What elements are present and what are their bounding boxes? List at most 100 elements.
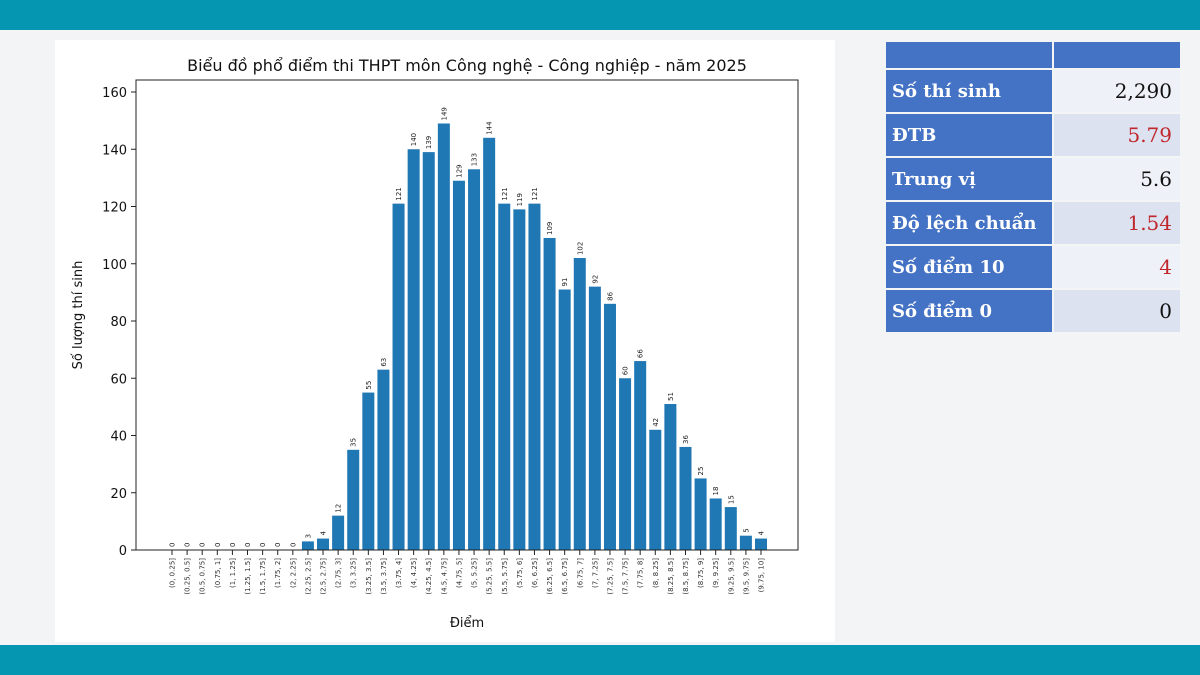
stats-table: Số thí sinh 2,290 ĐTB 5.79 Trung vị 5.6 Độ lệc… <box>886 42 1180 334</box>
stats-label: Số thí sinh <box>886 70 1052 112</box>
bar-value-label: 42 <box>652 418 660 427</box>
bar-value-label: 133 <box>471 153 479 166</box>
x-tick-label: (2.5, 2.75] <box>320 558 328 595</box>
bar-value-label: 121 <box>501 187 509 200</box>
bar-value-label: 63 <box>380 358 388 367</box>
bar <box>694 478 707 550</box>
x-tick-label: (0.25, 0.5] <box>184 558 192 595</box>
x-tick-label: (9, 9.25] <box>712 558 720 588</box>
bar-value-label: 0 <box>244 543 252 547</box>
bar <box>392 203 405 550</box>
bar <box>347 449 360 550</box>
x-tick-label: (4.75, 5] <box>455 558 463 588</box>
x-tick-label: (8.75, 9] <box>697 558 705 588</box>
bar-value-label: 144 <box>486 121 494 135</box>
bar-value-label: 0 <box>214 543 222 547</box>
bar <box>709 498 722 550</box>
bar-value-label: 35 <box>350 438 358 447</box>
x-tick-label: (2, 2.25] <box>289 558 297 588</box>
stats-header-label <box>886 42 1052 68</box>
top-banner <box>0 0 1200 30</box>
x-tick-label: (1, 1.25] <box>229 558 237 588</box>
stats-row: ĐTB 5.79 <box>886 114 1180 156</box>
bar <box>407 149 420 550</box>
bar <box>317 538 330 550</box>
x-tick-label: (8.25, 8.5] <box>667 558 675 595</box>
bar-value-label: 4 <box>758 531 766 536</box>
x-tick-label: (3.5, 3.75] <box>380 558 388 595</box>
y-tick-label: 80 <box>110 315 127 330</box>
bar-value-label: 15 <box>727 495 735 504</box>
stats-row: Số điểm 10 4 <box>886 246 1180 288</box>
bottom-banner <box>0 645 1200 675</box>
bar <box>498 203 511 550</box>
stats-label: ĐTB <box>886 114 1052 156</box>
y-axis-label: Số lượng thí sinh <box>71 261 86 370</box>
stats-row: Số thí sinh 2,290 <box>886 70 1180 112</box>
x-tick-label: (4.5, 4.75] <box>440 558 448 595</box>
y-tick-label: 120 <box>102 201 127 216</box>
bar-value-label: 0 <box>169 543 177 547</box>
bar-value-label: 60 <box>622 366 630 375</box>
stats-label: Độ lệch chuẩn <box>886 202 1052 244</box>
x-tick-label: (5.25, 5.5] <box>486 558 494 595</box>
x-tick-label: (1.75, 2] <box>274 558 282 588</box>
bar-value-label: 18 <box>712 487 720 496</box>
x-tick-label: (4.25, 4.5] <box>425 558 433 595</box>
bar <box>573 258 586 550</box>
bar-value-label: 66 <box>637 349 645 358</box>
bar <box>634 361 647 550</box>
bar <box>649 429 662 550</box>
bar <box>619 378 632 550</box>
bar-value-label: 109 <box>546 222 554 235</box>
stats-header-row <box>886 42 1180 68</box>
x-tick-label: (9.25, 9.5] <box>727 558 735 595</box>
y-tick-label: 100 <box>102 258 127 273</box>
bar <box>679 446 692 550</box>
stats-row: Trung vị 5.6 <box>886 158 1180 200</box>
y-tick-label: 20 <box>110 487 127 502</box>
bar <box>724 507 737 550</box>
x-tick-label: (0, 0.25] <box>169 558 177 588</box>
bar-value-label: 129 <box>455 164 463 177</box>
bar-value-label: 121 <box>395 187 403 200</box>
x-tick-label: (3, 3.25] <box>350 558 358 588</box>
x-tick-label: (3.25, 3.5] <box>365 558 373 595</box>
x-tick-label: (8, 8.25] <box>652 558 660 588</box>
bar-value-label: 0 <box>274 543 282 547</box>
stats-value: 1.54 <box>1054 202 1180 244</box>
bar-value-label: 140 <box>410 133 418 146</box>
chart-title: Biểu đồ phổ điểm thi THPT môn Công nghệ … <box>187 56 747 75</box>
x-tick-label: (5, 5.25] <box>471 558 479 588</box>
stats-value: 4 <box>1054 246 1180 288</box>
bar <box>332 515 345 550</box>
bar-value-label: 0 <box>259 543 267 547</box>
x-tick-label: (6, 6.25] <box>531 558 539 588</box>
x-tick-label: (9.5, 9.75] <box>742 558 750 595</box>
bar-value-label: 3 <box>304 534 312 538</box>
y-tick-label: 60 <box>110 372 127 387</box>
bar <box>603 303 616 550</box>
y-tick-label: 40 <box>110 430 127 445</box>
bar <box>588 286 601 550</box>
bar <box>543 237 556 551</box>
bar <box>483 137 496 551</box>
y-tick-label: 160 <box>102 86 127 101</box>
bar-value-label: 0 <box>199 543 207 547</box>
bar <box>528 203 541 550</box>
x-tick-label: (7.5, 7.75] <box>622 558 630 595</box>
bar-value-label: 119 <box>516 193 524 206</box>
x-tick-label: (7.75, 8] <box>637 558 645 588</box>
x-tick-label: (6.75, 7] <box>576 558 584 588</box>
x-tick-label: (2.75, 3] <box>335 558 343 588</box>
stats-value: 5.79 <box>1054 114 1180 156</box>
bar <box>513 209 526 551</box>
bar <box>739 535 752 550</box>
x-tick-label: (6.5, 6.75] <box>561 558 569 595</box>
x-tick-label: (7.25, 7.5] <box>606 558 614 595</box>
x-axis-label: Điểm <box>450 616 484 631</box>
bar <box>377 369 390 550</box>
bar <box>452 180 465 551</box>
bar-value-label: 25 <box>697 467 705 476</box>
